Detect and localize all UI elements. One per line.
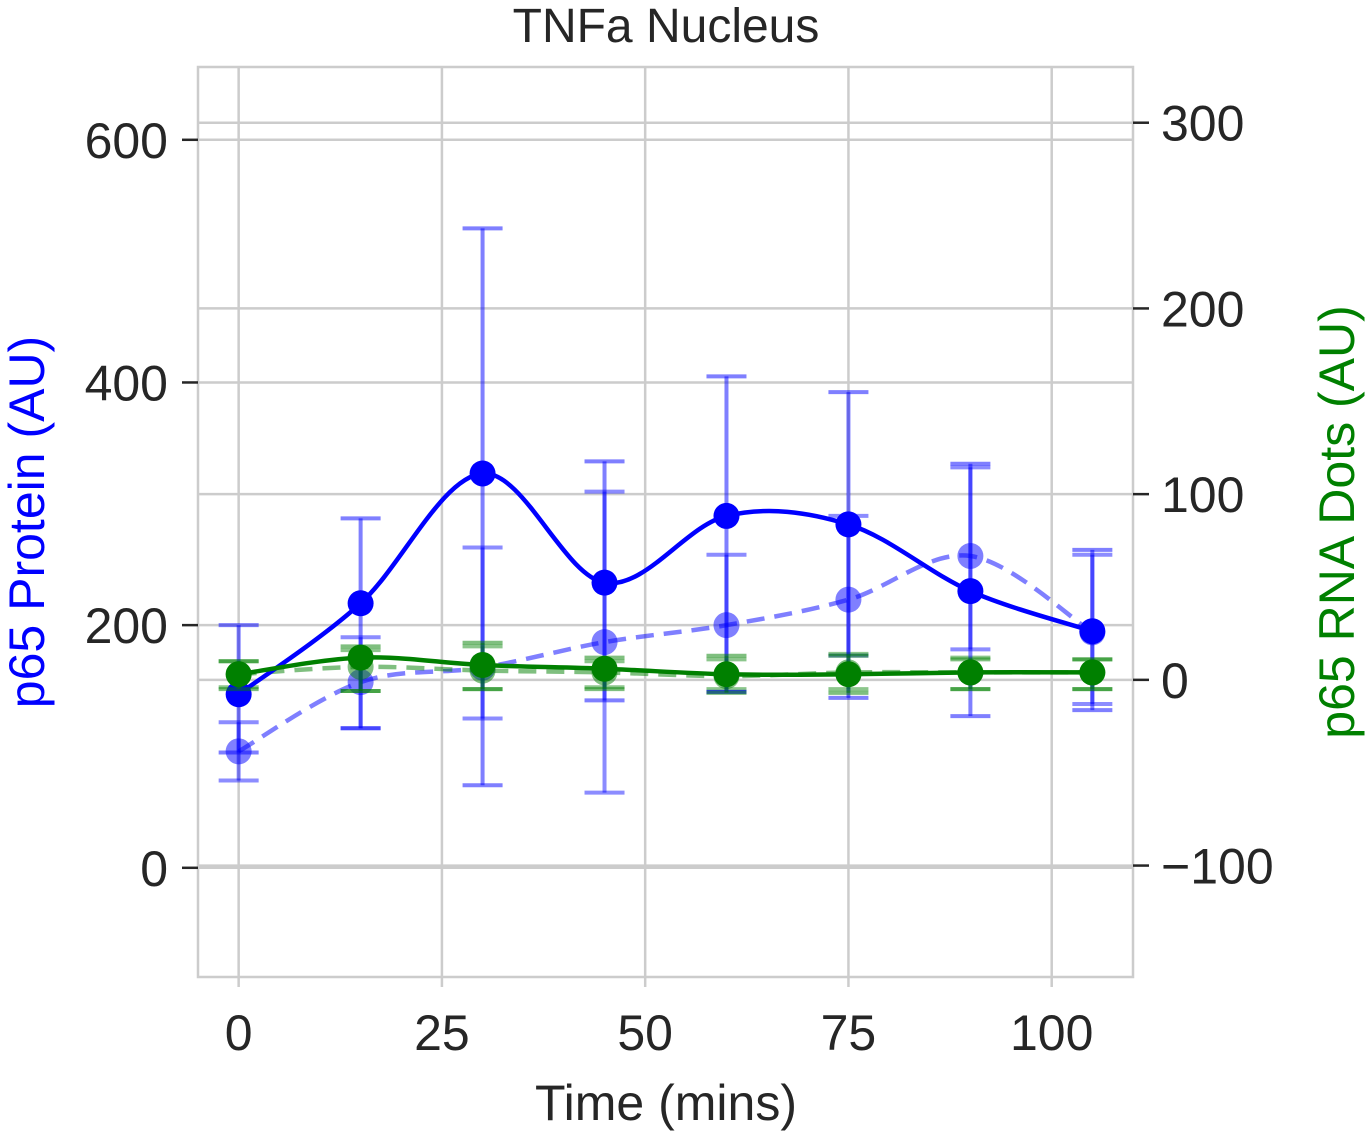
x-tick-label: 0	[225, 1005, 253, 1061]
y-right-tick-label: 0	[1161, 653, 1189, 709]
y-left-tick-label: 200	[85, 598, 168, 654]
data-point	[347, 590, 374, 617]
data-point	[591, 569, 618, 596]
axes: 0 25 50 75 100 0 200 400 600 −100 0 100 200 300	[85, 96, 1274, 1061]
data-point	[1079, 618, 1106, 645]
data-point	[469, 652, 496, 678]
data-point	[957, 578, 984, 605]
data-point	[347, 644, 374, 671]
y-left-tick-label: 400	[85, 355, 168, 411]
series-left-solid	[218, 226, 1113, 788]
series-left-dashed	[218, 465, 1113, 795]
y-axis-left-label: p65 Protein (AU)	[0, 336, 55, 708]
y-right-tick-label: 100	[1161, 467, 1244, 523]
data-point	[225, 661, 252, 688]
data-point	[713, 502, 740, 529]
data-point	[713, 661, 740, 688]
x-tick-label: 50	[617, 1005, 673, 1061]
data-point	[1079, 659, 1106, 686]
plot-frame	[196, 65, 1135, 979]
series-layer	[218, 226, 1113, 795]
x-axis-label: Time (mins)	[535, 1075, 797, 1131]
y-left-tick-label: 0	[140, 841, 168, 897]
y-right-tick-label: 200	[1161, 281, 1244, 337]
series-line	[238, 655, 1093, 678]
data-point	[835, 661, 862, 688]
chart-title: TNFa Nucleus	[513, 0, 820, 53]
series-line	[237, 471, 1094, 697]
x-tick-label: 100	[1010, 1005, 1093, 1061]
series-line	[238, 664, 1093, 679]
data-point	[957, 659, 984, 686]
y-right-tick-label: −100	[1161, 839, 1274, 895]
y-left-tick-label: 600	[85, 113, 168, 169]
y-axis-right-label: p65 RNA Dots (AU)	[1309, 305, 1365, 738]
data-point	[469, 460, 496, 487]
series-right-solid	[218, 640, 1113, 695]
x-tick-label: 75	[821, 1005, 877, 1061]
x-tick-label: 25	[414, 1005, 470, 1061]
y-right-tick-label: 300	[1161, 96, 1244, 152]
grid	[198, 67, 1133, 977]
data-point	[835, 511, 862, 538]
data-point	[591, 655, 618, 682]
